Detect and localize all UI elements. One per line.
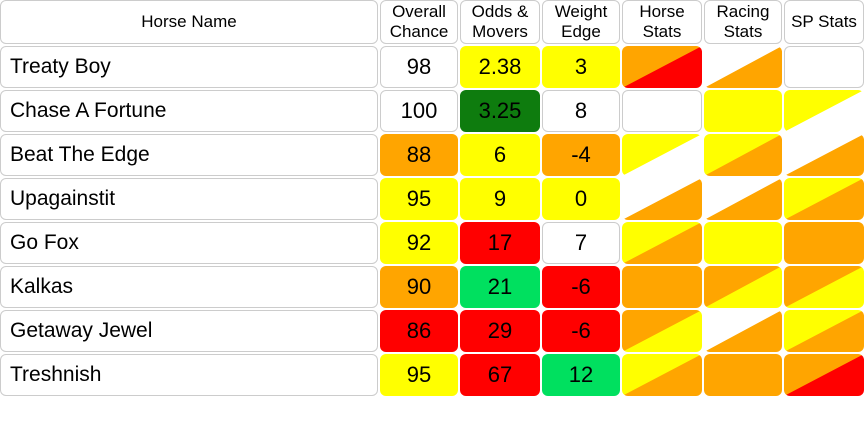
odds-movers-cell: 2.38 <box>460 46 540 88</box>
odds-movers-cell: 9 <box>460 178 540 220</box>
horse-stats-cell <box>622 90 702 132</box>
horse-name-cell: Beat The Edge <box>0 134 378 176</box>
overall-chance-cell: 98 <box>380 46 458 88</box>
horse-stats-cell <box>622 178 702 220</box>
header-weight-edge: Weight Edge <box>542 0 620 44</box>
odds-movers-cell: 3.25 <box>460 90 540 132</box>
overall-chance-cell: 95 <box>380 354 458 396</box>
weight-edge-cell: 12 <box>542 354 620 396</box>
overall-chance-cell: 100 <box>380 90 458 132</box>
header-overall-chance: Overall Chance <box>380 0 458 44</box>
weight-edge-cell: -6 <box>542 266 620 308</box>
weight-edge-cell: -6 <box>542 310 620 352</box>
header-racing-stats: Racing Stats <box>704 0 782 44</box>
header-sp-stats: SP Stats <box>784 0 864 44</box>
header-odds-movers: Odds & Movers <box>460 0 540 44</box>
sp-stats-cell <box>784 310 864 352</box>
horse-name-cell: Kalkas <box>0 266 378 308</box>
header-horse-name: Horse Name <box>0 0 378 44</box>
horse-stats-cell <box>622 354 702 396</box>
racing-stats-cell <box>704 90 782 132</box>
horse-stats-cell <box>622 46 702 88</box>
sp-stats-cell <box>784 354 864 396</box>
horse-stats-cell <box>622 310 702 352</box>
horse-name-cell: Treaty Boy <box>0 46 378 88</box>
weight-edge-cell: 0 <box>542 178 620 220</box>
horse-name-cell: Getaway Jewel <box>0 310 378 352</box>
racing-stats-cell <box>704 266 782 308</box>
racing-stats-cell <box>704 46 782 88</box>
overall-chance-cell: 90 <box>380 266 458 308</box>
odds-movers-cell: 29 <box>460 310 540 352</box>
racing-stats-cell <box>704 310 782 352</box>
overall-chance-cell: 95 <box>380 178 458 220</box>
odds-movers-cell: 67 <box>460 354 540 396</box>
horse-name-cell: Treshnish <box>0 354 378 396</box>
racing-stats-cell <box>704 354 782 396</box>
sp-stats-cell <box>784 134 864 176</box>
weight-edge-cell: 3 <box>542 46 620 88</box>
overall-chance-cell: 92 <box>380 222 458 264</box>
weight-edge-cell: 8 <box>542 90 620 132</box>
sp-stats-cell <box>784 266 864 308</box>
racing-stats-cell <box>704 222 782 264</box>
sp-stats-cell <box>784 222 864 264</box>
racing-stats-cell <box>704 178 782 220</box>
horse-ratings-table: Horse Name Overall Chance Odds & Movers … <box>0 0 864 396</box>
sp-stats-cell <box>784 46 864 88</box>
weight-edge-cell: -4 <box>542 134 620 176</box>
horse-stats-cell <box>622 222 702 264</box>
horse-name-cell: Go Fox <box>0 222 378 264</box>
overall-chance-cell: 88 <box>380 134 458 176</box>
sp-stats-cell <box>784 90 864 132</box>
overall-chance-cell: 86 <box>380 310 458 352</box>
odds-movers-cell: 6 <box>460 134 540 176</box>
horse-name-cell: Upagainstit <box>0 178 378 220</box>
header-horse-stats: Horse Stats <box>622 0 702 44</box>
racing-stats-cell <box>704 134 782 176</box>
odds-movers-cell: 17 <box>460 222 540 264</box>
horse-stats-cell <box>622 134 702 176</box>
odds-movers-cell: 21 <box>460 266 540 308</box>
sp-stats-cell <box>784 178 864 220</box>
horse-stats-cell <box>622 266 702 308</box>
weight-edge-cell: 7 <box>542 222 620 264</box>
horse-name-cell: Chase A Fortune <box>0 90 378 132</box>
